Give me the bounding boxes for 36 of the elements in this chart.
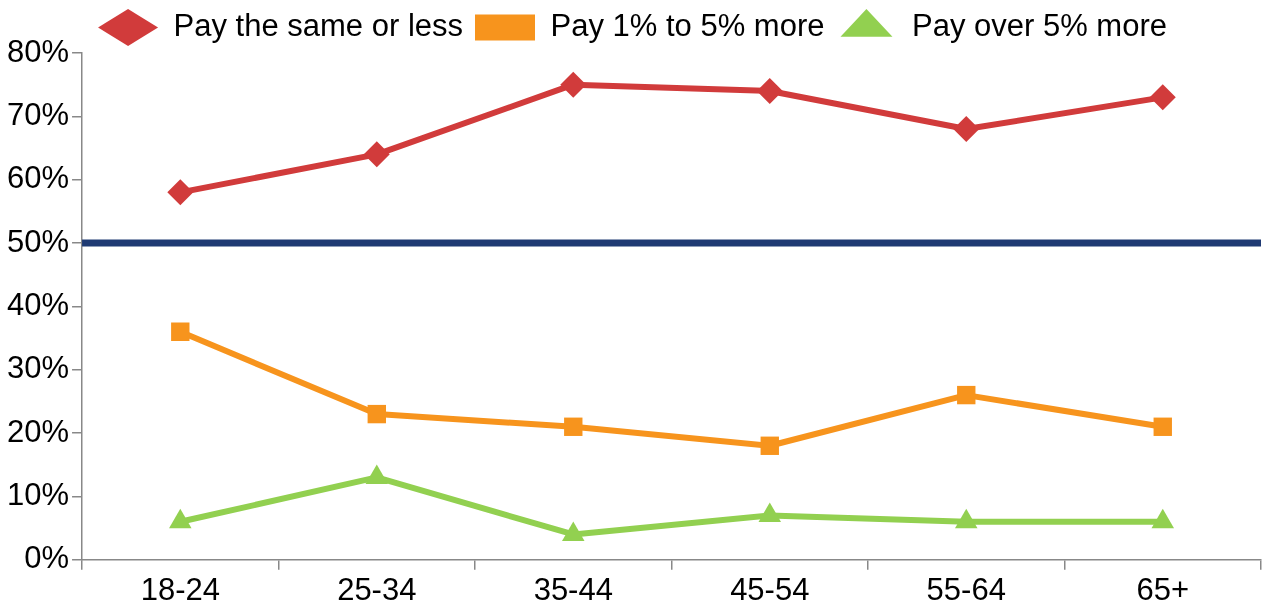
y-tick-label: 10%	[7, 477, 70, 512]
point	[957, 385, 976, 405]
point	[756, 78, 783, 105]
point	[1149, 84, 1176, 111]
x-tick-label: 45-54	[730, 571, 810, 607]
point	[167, 179, 194, 206]
point	[953, 116, 980, 143]
point	[1151, 508, 1175, 529]
legend-label: Pay over 5% more	[911, 8, 1167, 44]
y-tick-label: 20%	[7, 413, 70, 449]
y-tick-label: 70%	[7, 96, 70, 132]
x-tick-label: 18-24	[140, 571, 220, 607]
point	[560, 71, 587, 98]
point	[564, 417, 583, 436]
point	[367, 404, 386, 424]
y-tick-label: 80%	[7, 33, 70, 69]
point	[365, 464, 389, 484]
y-tick-label: 60%	[7, 160, 70, 196]
point	[169, 508, 192, 529]
point	[1153, 417, 1172, 436]
y-tick-label: 0%	[24, 540, 70, 576]
x-tick-label: 55-64	[926, 571, 1006, 607]
y-tick-label: 50%	[7, 223, 70, 259]
x-tick-label: 25-34	[337, 571, 417, 607]
y-tick-label: 40%	[7, 286, 70, 322]
point	[758, 502, 782, 522]
point	[363, 141, 390, 168]
point	[562, 521, 585, 541]
point	[760, 436, 779, 455]
point	[171, 322, 190, 341]
legend-label: Pay the same or less	[173, 8, 464, 44]
x-tick-label: 35-44	[533, 571, 613, 607]
x-tick-label: 65+	[1136, 571, 1190, 607]
point	[955, 508, 978, 529]
y-tick-label: 30%	[7, 350, 70, 386]
legend-label: Pay 1% to 5% more	[550, 8, 825, 44]
